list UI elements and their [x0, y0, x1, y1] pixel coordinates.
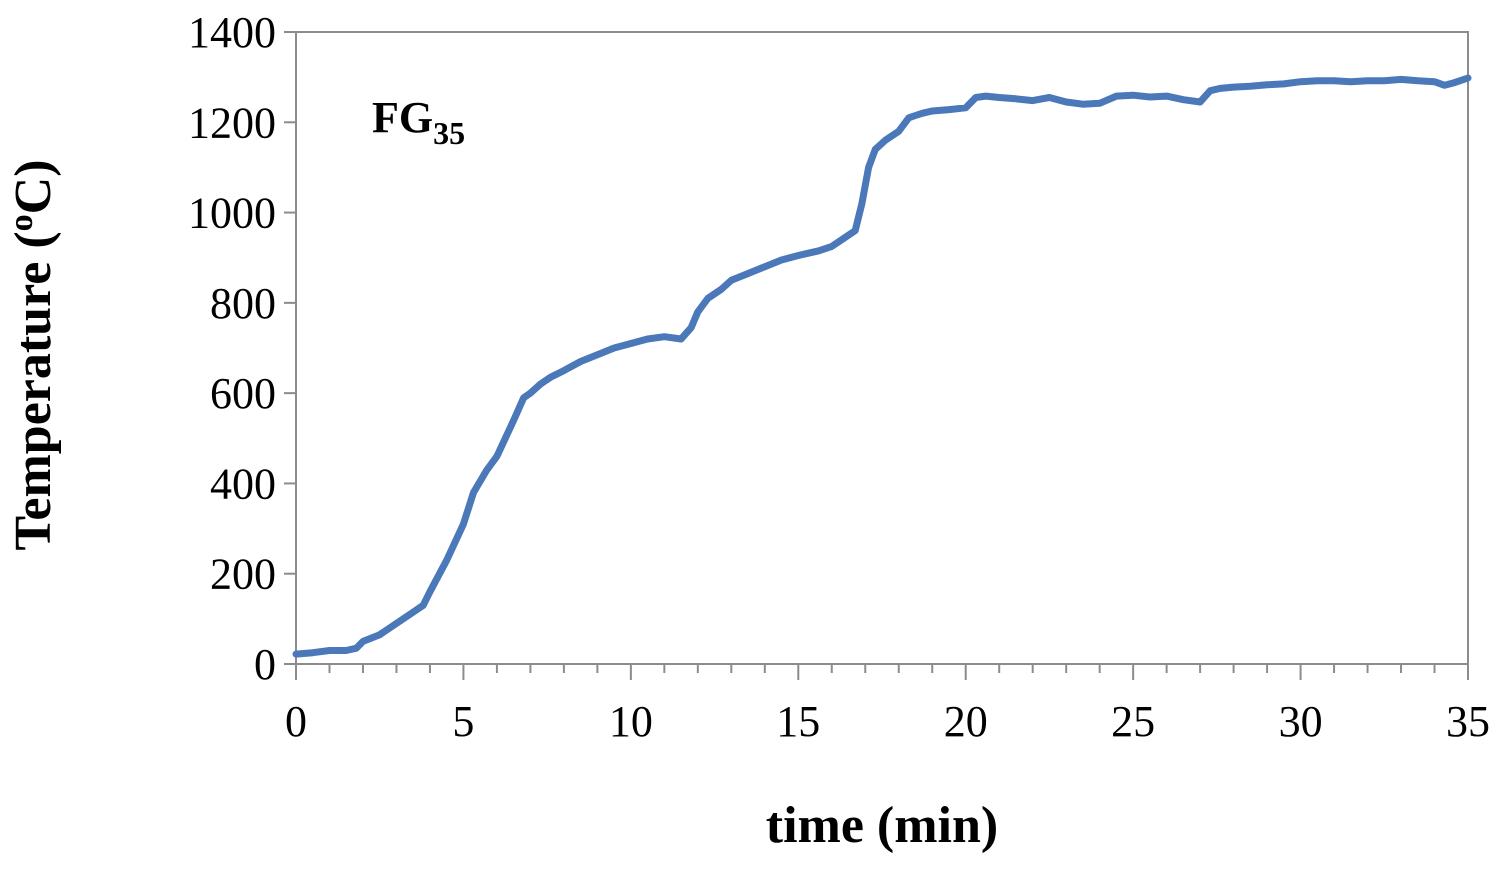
x-tick-label: 25	[1111, 697, 1155, 746]
y-tick-label: 1000	[188, 189, 276, 238]
x-axis-title: time (min)	[766, 797, 998, 854]
y-tick-label: 600	[210, 369, 276, 418]
y-tick-label: 200	[210, 550, 276, 599]
y-tick-label: 1400	[188, 8, 276, 57]
x-tick-label: 35	[1446, 697, 1490, 746]
y-axis-title-main: Temperature (	[5, 231, 62, 550]
x-tick-label: 15	[776, 697, 820, 746]
plot-area	[295, 31, 1469, 665]
x-axis-minor-ticks	[328, 664, 1436, 673]
x-tick-label: 0	[285, 697, 307, 746]
x-tick-label: 10	[609, 697, 653, 746]
x-tick-label: 5	[452, 697, 474, 746]
x-axis-ticks: 0 5 10 15 20 25 30 35	[285, 664, 1490, 746]
temperature-line	[292, 74, 1472, 658]
y-axis-ticks: 0 200 400 600 800 1000 1200 1400	[188, 8, 296, 689]
x-tick-label: 20	[944, 697, 988, 746]
y-tick-label: 1200	[188, 98, 276, 147]
y-tick-label: 0	[254, 640, 276, 689]
x-tick-label: 30	[1279, 697, 1323, 746]
y-axis-title-end: C)	[5, 159, 62, 214]
annotation-subscript: 35	[433, 115, 465, 151]
y-tick-label: 400	[210, 459, 276, 508]
y-axis-title: Temperature (oC)	[3, 159, 62, 550]
annotation-main: FG	[372, 93, 433, 142]
y-tick-label: 800	[210, 279, 276, 328]
series-annotation: FG35	[372, 93, 465, 151]
y-axis-title-sup: o	[3, 214, 40, 231]
